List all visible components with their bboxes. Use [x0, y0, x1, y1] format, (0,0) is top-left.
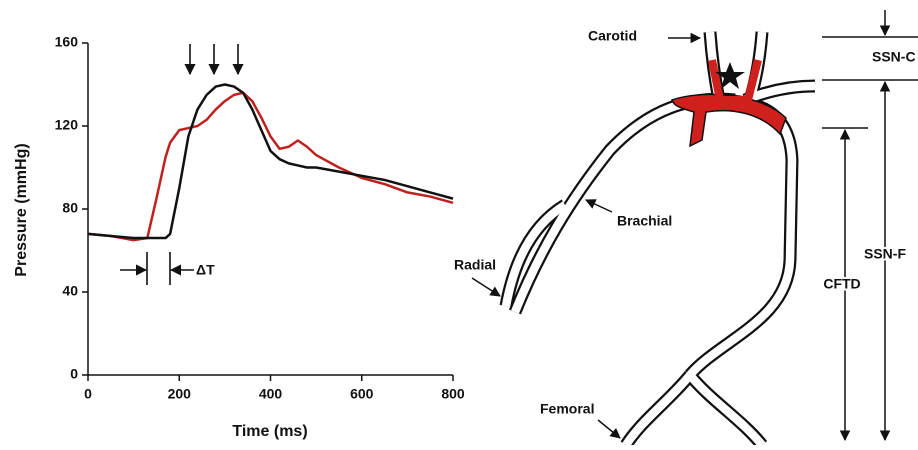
radial-label: Radial [454, 257, 496, 273]
dimension-lines [471, 10, 918, 442]
carotid-label: Carotid [588, 28, 637, 44]
series-line [87, 91, 454, 242]
x-tick-label: 800 [441, 386, 465, 402]
x-tick-label: 200 [168, 386, 192, 402]
ssn-c-label: SSN-C [872, 49, 916, 65]
peak-arrows [184, 44, 244, 76]
x-tick-label: 400 [259, 386, 283, 402]
cftd-label: CFTD [823, 276, 860, 292]
y-tick-label: 40 [62, 283, 78, 299]
y-tick-label: 80 [62, 200, 78, 216]
y-tick-label: 120 [55, 117, 79, 133]
x-axis-label: Time (ms) [232, 423, 307, 440]
x-tick-label: 600 [350, 386, 374, 402]
femoral-label: Femoral [540, 401, 594, 417]
brachial-label: Brachial [617, 213, 672, 229]
y-tick-label: 160 [55, 34, 79, 50]
ssn-f-label: SSN-F [864, 246, 906, 262]
chart: Time (ms) Pressure (mmHg) ΔT 0 40 80 120 160… [13, 34, 465, 441]
vessels [499, 31, 816, 450]
series-line [87, 83, 454, 240]
x-tick-label: 0 [84, 386, 92, 402]
artery-diagram: Carotid Brachial Radial Femoral SSN-C SS… [454, 10, 918, 450]
y-tick-label: 0 [70, 366, 78, 382]
delta-t-label: ΔT [196, 262, 215, 278]
y-axis-label: Pressure (mmHg) [13, 143, 30, 276]
delta-t-marker [120, 252, 194, 285]
